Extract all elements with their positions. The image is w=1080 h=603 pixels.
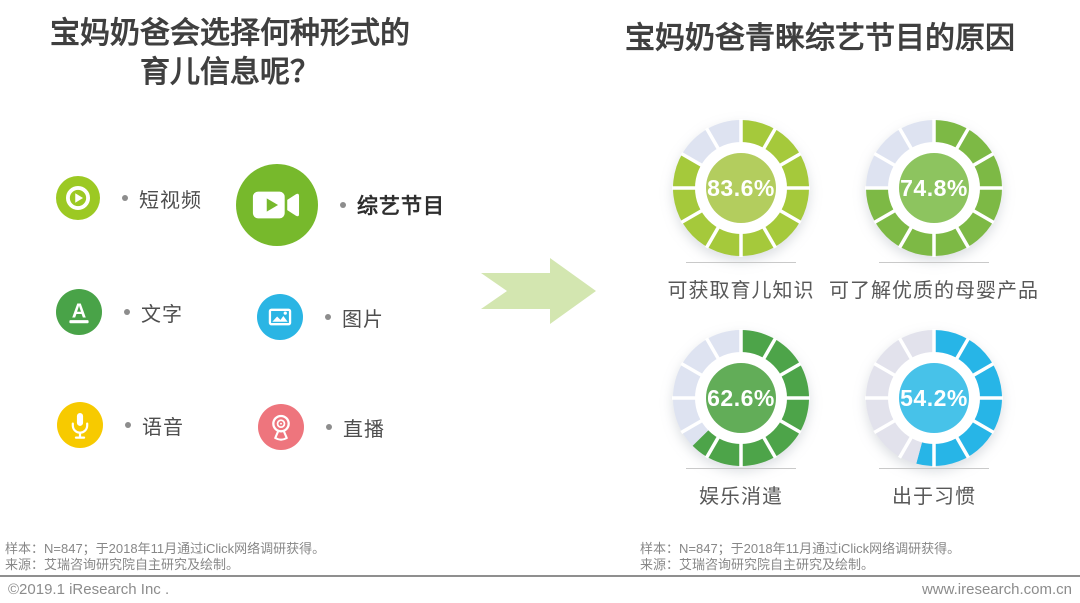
- donut-ring: [671, 119, 811, 262]
- item-label-text: 文字: [141, 303, 183, 326]
- left-title-line2: 育儿信息呢？: [140, 56, 320, 89]
- footnote-sample: 样本：N=847；于2018年11月通过iClick网络调研获得。: [5, 541, 326, 556]
- donut-chart-entertainment: 62.6%: [671, 328, 811, 468]
- play-circle-icon: [56, 176, 100, 220]
- item-label-short-video: 短视频: [139, 189, 202, 212]
- item-label-picture: 图片: [342, 308, 384, 331]
- microphone-icon: [57, 402, 103, 448]
- bullet-dot: [325, 314, 331, 320]
- donut-chart-parenting-knowledge: 83.6%: [671, 118, 811, 258]
- donut-ring: [671, 329, 811, 472]
- bullet-dot: [122, 195, 128, 201]
- bottom-divider: [0, 575, 1080, 577]
- webcam-icon: [258, 404, 304, 450]
- divider-line: [879, 468, 989, 469]
- divider-line: [686, 262, 796, 263]
- donut-label: 娱乐消遣: [699, 486, 783, 508]
- list-item-variety-show: 综艺节目: [236, 164, 445, 246]
- item-label-voice: 语音: [142, 416, 184, 439]
- donut-percent-value: 74.8%: [900, 174, 968, 201]
- divider-line: [879, 262, 989, 263]
- footnote-left: 样本：N=847；于2018年11月通过iClick网络调研获得。 来源：艾瑞咨…: [5, 541, 325, 573]
- donut-percent-value: 83.6%: [707, 174, 775, 201]
- divider-line: [686, 468, 796, 469]
- donut-percent-value: 54.2%: [900, 384, 968, 411]
- donut-ring: [864, 329, 1004, 472]
- svg-text:A: A: [72, 300, 87, 322]
- donut-percent-value: 62.6%: [707, 384, 775, 411]
- arrow-icon: [481, 258, 596, 324]
- item-label-live: 直播: [343, 418, 385, 441]
- item-label-variety-show: 综艺节目: [357, 195, 445, 218]
- donut-label: 可获取育儿知识: [667, 280, 815, 302]
- bullet-dot: [340, 202, 346, 208]
- footnote-right: 样本：N=847；于2018年11月通过iClick网络调研获得。 来源：艾瑞咨…: [640, 541, 960, 573]
- right-title: 宝妈奶爸青睐综艺节目的原因: [625, 22, 1015, 55]
- footnote-sample: 样本：N=847；于2018年11月通过iClick网络调研获得。: [640, 541, 961, 556]
- image-icon: [257, 294, 303, 340]
- bullet-dot: [124, 309, 130, 315]
- list-item-voice: 语音: [57, 402, 184, 448]
- copyright-text: ©2019.1 iResearch Inc .: [8, 581, 170, 598]
- donut-chart-baby-products: 74.8%: [864, 118, 1004, 258]
- letter-a-icon: A: [56, 289, 102, 335]
- left-title-line1: 宝妈奶爸会选择何种形式的: [50, 17, 410, 50]
- video-camera-icon: [236, 164, 318, 246]
- list-item-short-video: 短视频: [56, 176, 202, 220]
- footnote-source: 来源：艾瑞咨询研究院自主研究及绘制。: [5, 557, 240, 572]
- list-item-text: A 文字: [56, 289, 183, 335]
- bullet-dot: [125, 422, 131, 428]
- list-item-live: 直播: [258, 404, 385, 450]
- donut-label: 可了解优质的母婴产品: [829, 280, 1039, 302]
- donut-ring: [864, 119, 1004, 262]
- list-item-picture: 图片: [257, 294, 384, 340]
- bullet-dot: [326, 424, 332, 430]
- website-text: www.iresearch.com.cn: [921, 581, 1072, 598]
- donut-chart-habit: 54.2%: [864, 328, 1004, 468]
- left-title: 宝妈奶爸会选择何种形式的 育儿信息呢？: [0, 14, 460, 92]
- footnote-source: 来源：艾瑞咨询研究院自主研究及绘制。: [640, 557, 875, 572]
- donut-label: 出于习惯: [892, 486, 976, 508]
